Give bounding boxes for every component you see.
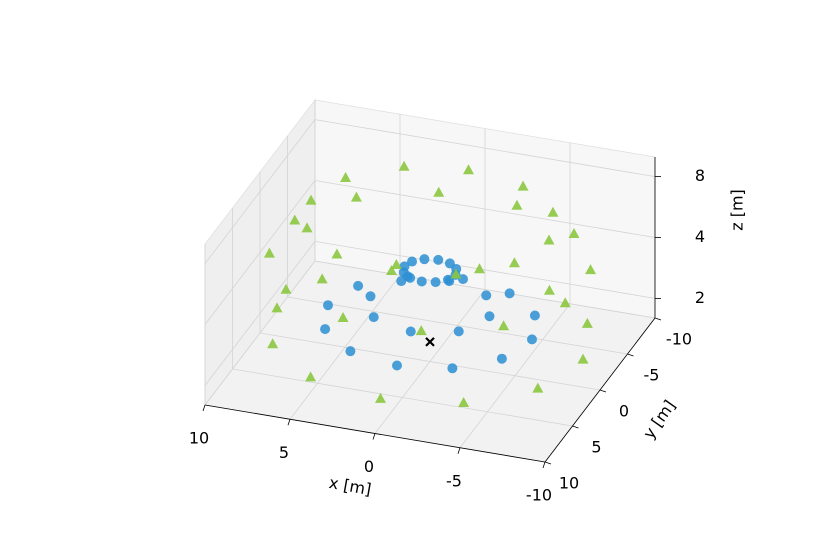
point (419, 254, 430, 265)
point (450, 268, 462, 279)
y-tick (627, 353, 634, 357)
point (267, 338, 279, 349)
point (353, 280, 364, 291)
point (453, 326, 464, 337)
x-tick-label: 5 (279, 443, 289, 462)
point (416, 276, 427, 287)
point (581, 317, 593, 328)
point (365, 291, 376, 302)
point (350, 191, 362, 202)
y-tick-label: -5 (644, 366, 660, 385)
x-tick (457, 447, 461, 454)
point (496, 353, 507, 364)
grid-line (314, 119, 656, 177)
y-tick (544, 461, 552, 465)
y-axis-label: y [m] (639, 397, 679, 443)
point (368, 312, 379, 323)
y-tick (654, 317, 662, 321)
point (484, 311, 495, 322)
point (305, 371, 317, 382)
grid-line (204, 180, 316, 325)
point (263, 247, 275, 258)
y-tick-label: -10 (666, 330, 692, 349)
point (458, 397, 470, 408)
point (340, 172, 352, 183)
point (444, 258, 455, 269)
point (433, 254, 444, 265)
point (543, 234, 555, 245)
point (323, 300, 333, 311)
grid-line (314, 260, 656, 319)
point (559, 297, 571, 308)
point (305, 194, 317, 205)
grid-line (314, 180, 656, 238)
point (433, 186, 445, 197)
point (463, 164, 474, 175)
point (345, 346, 356, 357)
grid-line (314, 241, 656, 299)
y-tick-label: 10 (559, 474, 579, 493)
point (415, 325, 427, 336)
x-axis-label: x [m] (328, 473, 373, 499)
point (447, 363, 458, 374)
x-tick-label: -10 (526, 486, 552, 505)
point (402, 271, 413, 282)
grid-line (259, 332, 601, 391)
point (458, 274, 468, 285)
x-tick-label: 0 (364, 457, 374, 476)
point (398, 160, 410, 171)
point (577, 353, 589, 364)
point (425, 337, 435, 347)
point (390, 259, 402, 270)
z-axis-label: z [m] (728, 189, 747, 231)
point (407, 256, 418, 267)
point (331, 248, 343, 259)
point (280, 283, 292, 294)
y-tick-label: 5 (591, 438, 601, 457)
y-tick-label: 0 (619, 402, 629, 421)
point (271, 302, 283, 313)
point (511, 199, 523, 210)
point (289, 214, 301, 225)
point (543, 284, 555, 295)
point (532, 382, 544, 393)
grid-line (204, 241, 316, 386)
point (430, 277, 441, 288)
x-tick-label: 10 (189, 429, 209, 448)
grid-line (287, 296, 628, 355)
point (504, 288, 515, 299)
point (529, 310, 540, 321)
y-tick (599, 389, 607, 393)
point (301, 222, 313, 233)
point (568, 228, 580, 239)
z-tick-label: 4 (695, 227, 705, 246)
point (320, 324, 331, 335)
point (498, 320, 510, 331)
point (316, 273, 328, 284)
x-tick-label: -5 (446, 471, 462, 490)
x-tick (542, 461, 546, 469)
x-tick (372, 433, 376, 440)
point (444, 276, 455, 287)
grid-line (204, 119, 316, 264)
point (481, 290, 492, 301)
point (547, 206, 559, 217)
z-tick-label: 8 (695, 166, 705, 185)
point (585, 264, 597, 275)
point (386, 265, 397, 276)
point (474, 263, 485, 274)
point (375, 392, 386, 403)
point (337, 311, 349, 322)
z-tick-label: 2 (695, 288, 705, 307)
point (527, 334, 537, 345)
y-tick (572, 425, 579, 429)
x-tick (202, 404, 206, 412)
x-tick (287, 419, 291, 426)
point (517, 180, 529, 191)
point (405, 326, 416, 337)
grid-line (232, 368, 573, 427)
point (392, 360, 402, 371)
point (508, 257, 520, 268)
